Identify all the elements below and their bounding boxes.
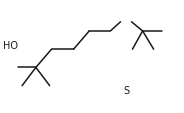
Text: S: S xyxy=(123,85,129,95)
Text: HO: HO xyxy=(3,40,18,50)
